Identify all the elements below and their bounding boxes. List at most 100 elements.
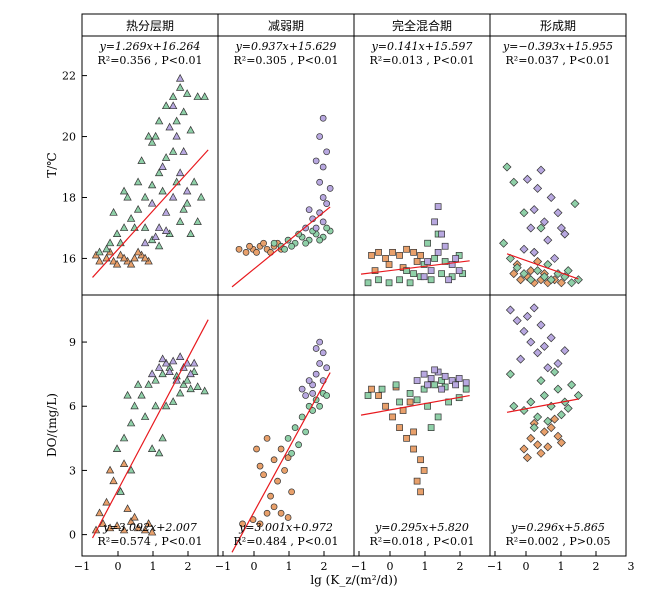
data-point (505, 369, 515, 379)
regression-equation: y=3.001x+0.972 (238, 521, 333, 534)
data-point (109, 207, 118, 216)
data-point (200, 92, 209, 100)
regression-equation: y=0.296x+5.865 (510, 521, 605, 534)
data-point (172, 131, 181, 140)
regression-stats: R²=0.484 , P<0.01 (234, 535, 339, 548)
data-point (316, 360, 323, 367)
data-point (133, 380, 143, 388)
data-point (526, 275, 536, 285)
data-point (284, 514, 292, 521)
data-point (519, 406, 529, 416)
data-point (235, 245, 243, 253)
data-point (116, 238, 125, 247)
data-point (165, 122, 174, 131)
data-point (302, 392, 309, 399)
data-point (172, 116, 181, 125)
data-point (154, 363, 164, 371)
data-point (130, 512, 139, 521)
x-tick-label: −1 (351, 560, 367, 573)
data-point (147, 198, 157, 207)
data-point (158, 433, 167, 442)
data-point (413, 258, 421, 265)
y-tick-label: 3 (69, 464, 76, 477)
data-point (396, 398, 403, 406)
data-point (431, 381, 438, 389)
data-point (147, 527, 157, 536)
data-point (424, 239, 431, 247)
data-point (161, 226, 171, 234)
regression-stats: R²=0.356 , P<0.01 (98, 54, 203, 67)
regression-line (231, 206, 331, 288)
data-point (371, 267, 379, 274)
x-tick-label: 0 (115, 560, 122, 573)
data-point (438, 385, 445, 393)
regression-line (92, 149, 209, 278)
data-point (256, 462, 264, 470)
y-tick-label: 0 (69, 529, 76, 542)
data-point (189, 177, 199, 186)
data-point (140, 525, 150, 534)
data-point (406, 398, 414, 406)
data-point (563, 266, 573, 276)
data-point (536, 376, 546, 386)
y-axis-label-temperature: T/℃ (45, 152, 59, 177)
data-point (298, 413, 306, 421)
data-point (109, 256, 118, 265)
data-point (147, 180, 157, 189)
data-point (168, 356, 178, 365)
data-point (441, 258, 449, 265)
y-axis-label-do: DO/(mg/L) (45, 393, 59, 457)
x-tick-label: 1 (422, 560, 429, 573)
data-point (182, 89, 192, 97)
data-point (116, 250, 125, 259)
data-point (154, 241, 164, 250)
data-point (509, 269, 519, 279)
data-point (368, 252, 375, 259)
data-point (168, 147, 178, 155)
regression-equation: y=0.141x+15.597 (371, 40, 473, 53)
data-point (519, 444, 529, 454)
data-point (543, 363, 553, 373)
data-point (526, 223, 536, 233)
data-point (417, 488, 424, 496)
data-point (519, 326, 529, 336)
data-point (154, 116, 164, 125)
data-point (431, 366, 438, 374)
data-point (543, 442, 553, 452)
data-point (529, 205, 539, 215)
data-point (410, 445, 417, 453)
period-header: 热分层期 (126, 19, 174, 33)
data-point (147, 137, 157, 146)
data-point (319, 349, 327, 357)
data-point (133, 204, 143, 213)
data-point (123, 504, 132, 512)
data-point (200, 386, 209, 395)
data-point (452, 381, 459, 389)
data-point (119, 433, 129, 442)
data-point (147, 444, 157, 452)
data-point (295, 441, 302, 449)
data-point (186, 369, 195, 378)
data-point (175, 83, 185, 91)
data-point (553, 208, 563, 218)
data-point (536, 165, 546, 175)
data-point (323, 364, 331, 372)
data-point (316, 236, 323, 244)
data-point (147, 369, 157, 378)
x-tick-label: −1 (74, 560, 90, 573)
data-point (312, 345, 320, 352)
data-point (112, 521, 122, 529)
data-point (438, 377, 445, 384)
data-point (319, 194, 327, 201)
data-point (284, 434, 292, 442)
data-point (434, 413, 442, 421)
data-point (389, 413, 396, 421)
data-point (434, 203, 442, 210)
x-tick-label: 3 (628, 560, 635, 573)
data-point (410, 248, 417, 256)
data-point (277, 445, 285, 453)
data-point (270, 503, 278, 511)
